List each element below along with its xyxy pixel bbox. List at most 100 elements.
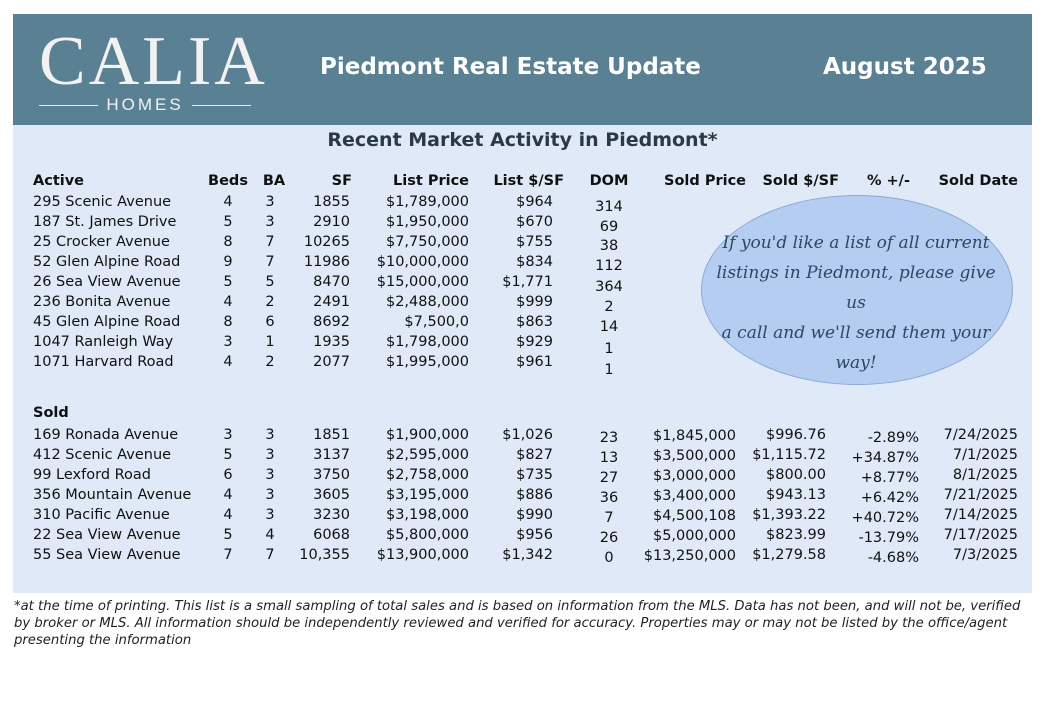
active-cell: $755 bbox=[516, 234, 553, 250]
sold-cell: 0 bbox=[604, 550, 614, 566]
sold-cell: 7 bbox=[604, 510, 614, 526]
column-header: Beds bbox=[208, 173, 248, 189]
active-cell: $834 bbox=[516, 254, 553, 270]
sold-cell: +34.87% bbox=[851, 450, 919, 466]
sold-cell: 36 bbox=[599, 490, 619, 506]
active-cell: 1 bbox=[265, 334, 275, 350]
sold-cell: -2.89% bbox=[867, 430, 919, 446]
active-cell: 5 bbox=[265, 274, 275, 290]
sold-cell: 22 Sea View Avenue bbox=[33, 527, 181, 543]
active-cell: 1935 bbox=[313, 334, 350, 350]
sold-cell: 356 Mountain Avenue bbox=[33, 487, 192, 503]
sold-cell: 7/14/2025 bbox=[943, 507, 1018, 523]
sold-cell: $3,198,000 bbox=[385, 507, 469, 523]
sold-cell: 3230 bbox=[313, 507, 350, 523]
active-cell: 7 bbox=[265, 254, 275, 270]
active-cell: $964 bbox=[516, 194, 553, 210]
active-cell: 1 bbox=[604, 341, 614, 357]
sold-cell: 5 bbox=[223, 447, 233, 463]
sold-cell: $1,026 bbox=[502, 427, 553, 443]
sold-cell: $4,500,108 bbox=[652, 508, 736, 524]
active-cell: 2 bbox=[265, 294, 275, 310]
active-cell: 4 bbox=[223, 194, 233, 210]
active-cell: 4 bbox=[223, 294, 233, 310]
sold-cell: $800.00 bbox=[766, 467, 826, 483]
active-cell: $1,950,000 bbox=[385, 214, 469, 230]
active-cell: 5 bbox=[223, 214, 233, 230]
active-cell: 2077 bbox=[313, 354, 350, 370]
callout-line: a call and we'll send them your bbox=[721, 323, 991, 343]
active-cell: 38 bbox=[599, 238, 619, 254]
sold-cell: 7 bbox=[223, 547, 233, 563]
sold-cell: $823.99 bbox=[766, 527, 826, 543]
active-section-label: Active bbox=[33, 173, 85, 189]
sold-cell: 5 bbox=[223, 527, 233, 543]
active-cell: 2910 bbox=[313, 214, 350, 230]
active-cell: 112 bbox=[595, 258, 623, 274]
column-header: DOM bbox=[589, 173, 629, 189]
active-cell: 14 bbox=[599, 319, 619, 335]
sold-cell: 8/1/2025 bbox=[952, 467, 1018, 483]
page-title: Piedmont Real Estate Update bbox=[320, 54, 701, 80]
sold-cell: 7/17/2025 bbox=[943, 527, 1018, 543]
sold-cell: $3,500,000 bbox=[652, 448, 736, 464]
sold-cell: 99 Lexford Road bbox=[33, 467, 152, 483]
sold-cell: $1,900,000 bbox=[385, 427, 469, 443]
sold-cell: $13,900,000 bbox=[376, 547, 469, 563]
active-cell: 8692 bbox=[313, 314, 350, 330]
active-cell: 45 Glen Alpine Road bbox=[33, 314, 181, 330]
sold-cell: $735 bbox=[516, 467, 553, 483]
column-header: Sold $/SF bbox=[762, 173, 839, 189]
sold-cell: $1,845,000 bbox=[652, 428, 736, 444]
sold-cell: $1,279.58 bbox=[752, 547, 826, 563]
callout-line: way! bbox=[835, 353, 877, 373]
sold-cell: 13 bbox=[599, 450, 619, 466]
active-cell: $961 bbox=[516, 354, 553, 370]
active-cell: $1,789,000 bbox=[385, 194, 469, 210]
sold-cell: $956 bbox=[516, 527, 553, 543]
column-header: BA bbox=[262, 173, 286, 189]
issue-date: August 2025 bbox=[823, 54, 987, 80]
sold-cell: 3750 bbox=[313, 467, 350, 483]
logo-rule-right bbox=[191, 104, 251, 106]
panel-title: Recent Market Activity in Piedmont* bbox=[327, 129, 718, 151]
column-header: Sold Price bbox=[664, 173, 746, 189]
sold-cell: $943.13 bbox=[766, 487, 826, 503]
column-header: % +/- bbox=[866, 173, 910, 189]
active-cell: 1855 bbox=[313, 194, 350, 210]
active-cell: $7,500,0 bbox=[404, 314, 469, 330]
active-cell: 52 Glen Alpine Road bbox=[33, 254, 181, 270]
active-cell: $10,000,000 bbox=[376, 254, 469, 270]
sold-cell: $13,250,000 bbox=[643, 548, 736, 564]
active-cell: 26 Sea View Avenue bbox=[33, 274, 181, 290]
sold-cell: 412 Scenic Avenue bbox=[33, 447, 172, 463]
sold-cell: -4.68% bbox=[867, 550, 919, 566]
sold-cell: 3 bbox=[265, 467, 275, 483]
sold-cell: 6 bbox=[223, 467, 233, 483]
active-cell: 1 bbox=[604, 362, 614, 378]
footnote: *at the time of printing. This list is a… bbox=[14, 599, 1021, 648]
sold-cell: 6068 bbox=[313, 527, 350, 543]
callout-line: listings in Piedmont, please give us bbox=[716, 263, 996, 313]
sold-cell: 7 bbox=[265, 547, 275, 563]
header-banner: CALIA HOMES Piedmont Real Estate Update … bbox=[13, 14, 1032, 125]
active-cell: $15,000,000 bbox=[376, 274, 469, 290]
active-cell: 1071 Harvard Road bbox=[33, 354, 174, 370]
active-cell: 6 bbox=[265, 314, 275, 330]
active-cell: $999 bbox=[516, 294, 553, 310]
sold-cell: 1851 bbox=[313, 427, 350, 443]
sold-cell: 7/3/2025 bbox=[952, 547, 1018, 563]
column-header: SF bbox=[331, 173, 352, 189]
active-cell: $670 bbox=[516, 214, 553, 230]
sold-cell: 3 bbox=[265, 507, 275, 523]
active-cell: 10265 bbox=[303, 234, 350, 250]
active-cell: 69 bbox=[599, 219, 619, 235]
sold-section-label: Sold bbox=[33, 405, 69, 421]
sold-cell: 55 Sea View Avenue bbox=[33, 547, 181, 563]
active-cell: 187 St. James Drive bbox=[33, 214, 177, 230]
market-activity-panel: Recent Market Activity in Piedmont* If y… bbox=[13, 125, 1032, 593]
active-cell: 5 bbox=[223, 274, 233, 290]
sold-cell: -13.79% bbox=[858, 530, 919, 546]
active-cell: 236 Bonita Avenue bbox=[33, 294, 171, 310]
sold-cell: $827 bbox=[516, 447, 553, 463]
